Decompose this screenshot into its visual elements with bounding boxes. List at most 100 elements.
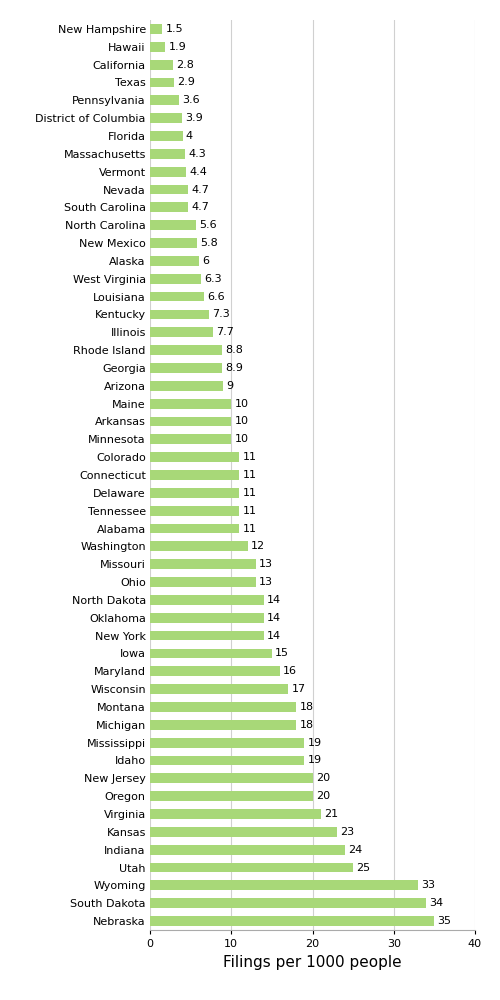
- Bar: [150, 202, 188, 212]
- Text: 14: 14: [267, 613, 281, 623]
- Text: 33: 33: [422, 880, 436, 890]
- Bar: [150, 274, 201, 284]
- X-axis label: Filings per 1000 people: Filings per 1000 people: [223, 955, 402, 970]
- Text: 3.6: 3.6: [182, 95, 200, 105]
- Text: 4: 4: [186, 131, 193, 141]
- Text: 14: 14: [267, 631, 281, 641]
- Text: 8.8: 8.8: [225, 345, 242, 355]
- Bar: [150, 434, 231, 444]
- Text: 34: 34: [430, 898, 444, 908]
- Bar: [150, 756, 304, 765]
- Text: 6.6: 6.6: [207, 292, 224, 302]
- Bar: [150, 720, 296, 730]
- Text: 23: 23: [340, 827, 354, 837]
- Bar: [150, 238, 197, 248]
- Bar: [150, 399, 231, 409]
- Bar: [150, 559, 256, 569]
- Text: 18: 18: [300, 720, 314, 730]
- Bar: [150, 702, 296, 712]
- Bar: [150, 845, 345, 855]
- Text: 17: 17: [292, 684, 306, 694]
- Bar: [150, 60, 173, 70]
- Bar: [150, 791, 312, 801]
- Text: 4.4: 4.4: [189, 167, 207, 177]
- Text: 12: 12: [251, 541, 265, 551]
- Text: 5.6: 5.6: [199, 220, 216, 230]
- Text: 8.9: 8.9: [226, 363, 244, 373]
- Bar: [150, 684, 288, 694]
- Text: 13: 13: [259, 559, 273, 569]
- Bar: [150, 292, 204, 301]
- Bar: [150, 613, 264, 623]
- Text: 14: 14: [267, 595, 281, 605]
- Text: 11: 11: [242, 524, 256, 534]
- Text: 10: 10: [234, 399, 248, 409]
- Bar: [150, 595, 264, 605]
- Text: 3.9: 3.9: [185, 113, 202, 123]
- Bar: [150, 541, 248, 551]
- Text: 11: 11: [242, 452, 256, 462]
- Bar: [150, 131, 182, 141]
- Bar: [150, 738, 304, 748]
- Bar: [150, 363, 222, 373]
- Text: 4.7: 4.7: [192, 202, 210, 212]
- Bar: [150, 524, 240, 533]
- Bar: [150, 345, 222, 355]
- Text: 7.7: 7.7: [216, 327, 234, 337]
- Text: 25: 25: [356, 863, 370, 873]
- Text: 18: 18: [300, 702, 314, 712]
- Bar: [150, 666, 280, 676]
- Bar: [150, 42, 166, 52]
- Text: 19: 19: [308, 738, 322, 748]
- Text: 15: 15: [275, 648, 289, 658]
- Bar: [150, 310, 210, 319]
- Text: 11: 11: [242, 488, 256, 498]
- Bar: [150, 185, 188, 194]
- Bar: [150, 631, 264, 640]
- Text: 19: 19: [308, 755, 322, 765]
- Text: 2.9: 2.9: [177, 77, 194, 87]
- Bar: [150, 113, 182, 123]
- Bar: [150, 149, 185, 159]
- Bar: [150, 577, 256, 587]
- Bar: [150, 863, 353, 872]
- Bar: [150, 773, 312, 783]
- Bar: [150, 916, 434, 926]
- Bar: [150, 24, 162, 34]
- Bar: [150, 488, 240, 498]
- Text: 24: 24: [348, 845, 362, 855]
- Text: 2.8: 2.8: [176, 60, 194, 70]
- Bar: [150, 78, 174, 87]
- Bar: [150, 827, 337, 837]
- Text: 5.8: 5.8: [200, 238, 218, 248]
- Text: 9: 9: [226, 381, 234, 391]
- Text: 10: 10: [234, 416, 248, 426]
- Text: 16: 16: [283, 666, 297, 676]
- Bar: [150, 256, 199, 266]
- Bar: [150, 898, 426, 908]
- Bar: [150, 167, 186, 177]
- Text: 11: 11: [242, 470, 256, 480]
- Bar: [150, 809, 320, 819]
- Bar: [150, 506, 240, 516]
- Text: 10: 10: [234, 434, 248, 444]
- Text: 1.5: 1.5: [166, 24, 183, 34]
- Text: 11: 11: [242, 506, 256, 516]
- Text: 6: 6: [202, 256, 209, 266]
- Bar: [150, 649, 272, 658]
- Text: 6.3: 6.3: [204, 274, 222, 284]
- Text: 35: 35: [438, 916, 452, 926]
- Text: 20: 20: [316, 773, 330, 783]
- Text: 4.3: 4.3: [188, 149, 206, 159]
- Bar: [150, 880, 418, 890]
- Bar: [150, 220, 196, 230]
- Bar: [150, 381, 223, 391]
- Bar: [150, 327, 212, 337]
- Text: 1.9: 1.9: [168, 42, 186, 52]
- Bar: [150, 95, 179, 105]
- Bar: [150, 452, 240, 462]
- Text: 20: 20: [316, 791, 330, 801]
- Bar: [150, 417, 231, 426]
- Text: 13: 13: [259, 577, 273, 587]
- Text: 4.7: 4.7: [192, 185, 210, 195]
